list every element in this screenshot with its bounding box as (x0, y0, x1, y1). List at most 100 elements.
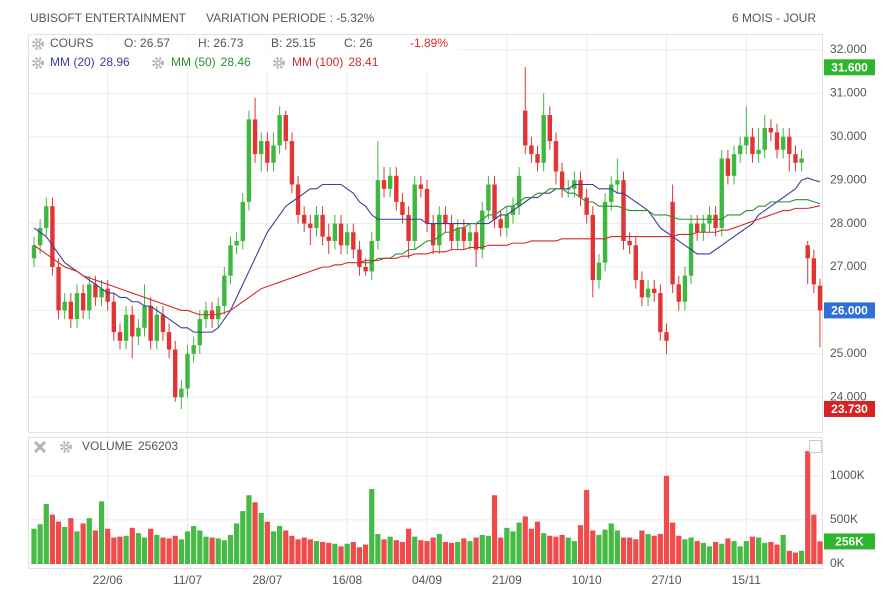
y-tick-label: 0K (830, 556, 845, 570)
volume-bar (627, 537, 633, 564)
candle-body (805, 245, 810, 259)
moving-average-line (33, 205, 821, 316)
candle-body (615, 180, 620, 185)
volume-bar (49, 514, 56, 564)
candle-body (750, 136, 755, 155)
volume-bar (780, 534, 786, 564)
volume-bar (117, 536, 123, 564)
candle-body (166, 332, 172, 350)
close-icon[interactable] (33, 440, 47, 454)
volume-bar (485, 535, 492, 564)
x-tick-label: 21/09 (492, 573, 522, 587)
volume-bar (295, 539, 301, 564)
volume-bar (203, 536, 209, 564)
volume-bar (234, 523, 240, 564)
volume-bar (369, 489, 375, 564)
volume-bar (670, 522, 676, 564)
candle-body (596, 262, 602, 281)
volume-bar (706, 546, 713, 564)
candle-body (701, 223, 706, 233)
volume-bar (577, 525, 584, 564)
volume-bar (498, 537, 504, 564)
volume-bar (510, 531, 516, 564)
candle-body (437, 214, 442, 246)
volume-bar (154, 534, 160, 564)
volume-bar (350, 541, 356, 564)
volume-bar (541, 533, 547, 564)
volume-bar (135, 533, 141, 564)
candle-body (756, 149, 761, 155)
volume-legend-value: 256203 (138, 439, 178, 453)
candle-body (430, 223, 436, 246)
volume-bar (412, 536, 418, 564)
y-tick-label: 32.000 (830, 42, 867, 56)
volume-bar (473, 537, 479, 564)
candle-body (222, 275, 227, 307)
settings-icon[interactable] (32, 38, 44, 50)
volume-bar (762, 542, 768, 564)
candle-body (234, 240, 239, 246)
volume-bar (172, 535, 178, 564)
volume-bar (313, 541, 320, 564)
close-label: C: (344, 36, 356, 50)
candle-body (799, 158, 804, 163)
volume-bar (737, 546, 743, 564)
candle-body (44, 206, 49, 228)
candle-body (529, 145, 534, 155)
price-panel (28, 34, 823, 433)
volume-bar (252, 502, 258, 564)
settings-icon[interactable] (273, 57, 285, 69)
candle-body (31, 245, 37, 259)
legend-entry: MM (100) 28.41 (292, 55, 379, 69)
settings-icon[interactable] (152, 57, 164, 69)
panel-toggle[interactable] (809, 440, 822, 453)
volume-bar (418, 540, 424, 564)
period-selector[interactable]: 6 MOIS - JOUR (732, 11, 816, 25)
volume-bar (301, 537, 307, 564)
candle-body (467, 232, 473, 241)
candle-body (314, 214, 319, 228)
volume-bar (731, 541, 737, 564)
legend-name: MM (100) (292, 55, 343, 69)
volume-bar (105, 528, 111, 564)
volume-bar (700, 542, 706, 564)
legend-entry: MM (50) 28.46 (171, 55, 251, 69)
legend-entry: MM (20) 28.96 (50, 55, 130, 69)
candle-body (246, 119, 252, 202)
candle-body (461, 227, 467, 241)
candle-body (412, 184, 417, 241)
candle-body (259, 141, 264, 155)
volume-bar (80, 523, 86, 564)
candle-body (87, 284, 92, 311)
volume-bar (43, 504, 49, 564)
candle-body (369, 240, 374, 272)
volume-bar (424, 541, 430, 564)
volume-bar (92, 530, 99, 564)
volume-bar (326, 542, 332, 564)
settings-icon[interactable] (60, 441, 72, 453)
volume-bar (227, 534, 234, 564)
legend-value: 28.41 (348, 55, 378, 69)
candle-body (68, 301, 74, 320)
candle-body (381, 180, 387, 189)
candle-body (621, 180, 626, 241)
candle-body (191, 345, 196, 354)
y-tick-label: 25.000 (830, 346, 867, 360)
volume-bar (98, 501, 105, 564)
legend-name: MM (50) (171, 55, 216, 69)
candle-body (523, 110, 528, 146)
volume-bar (639, 530, 645, 564)
candle-body (240, 201, 245, 241)
y-tick-label: 29.000 (830, 172, 867, 186)
candle-body (768, 128, 774, 133)
volume-bar (663, 475, 670, 564)
candle-body (578, 180, 583, 198)
volume-bar (344, 543, 350, 564)
volume-bar (148, 528, 154, 564)
volume-bar (725, 538, 731, 564)
volume-bar (602, 529, 608, 564)
volume-bar (393, 540, 399, 564)
volume-bar (584, 489, 590, 564)
settings-icon[interactable] (32, 57, 44, 69)
